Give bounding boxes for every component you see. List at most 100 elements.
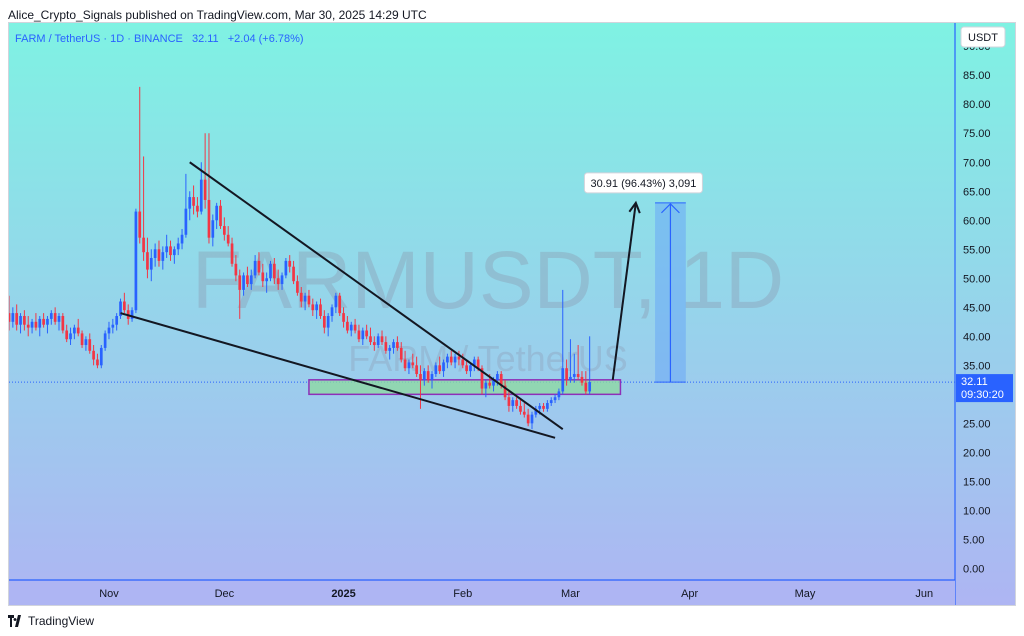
candle-body[interactable] bbox=[307, 295, 311, 305]
candle-body[interactable] bbox=[215, 205, 219, 221]
candle-body[interactable] bbox=[449, 356, 453, 363]
candle-body[interactable] bbox=[303, 295, 307, 302]
candle-body[interactable] bbox=[553, 397, 557, 401]
candle-body[interactable] bbox=[376, 336, 380, 346]
candle-body[interactable] bbox=[169, 246, 172, 256]
candle-body[interactable] bbox=[19, 316, 22, 325]
candle-body[interactable] bbox=[173, 249, 176, 256]
price-scale[interactable] bbox=[955, 23, 1015, 605]
candle-body[interactable] bbox=[69, 333, 72, 340]
candle-body[interactable] bbox=[265, 278, 268, 282]
candle-body[interactable] bbox=[380, 336, 384, 343]
candle-body[interactable] bbox=[422, 371, 426, 380]
candle-body[interactable] bbox=[130, 310, 134, 319]
candle-body[interactable] bbox=[119, 301, 122, 317]
candle-body[interactable] bbox=[134, 211, 138, 311]
candle-body[interactable] bbox=[430, 374, 434, 380]
candle-body[interactable] bbox=[526, 414, 530, 424]
candle-body[interactable] bbox=[588, 382, 592, 392]
candle-body[interactable] bbox=[438, 365, 442, 372]
candle-body[interactable] bbox=[419, 374, 422, 380]
candle-body[interactable] bbox=[192, 197, 195, 206]
candle-body[interactable] bbox=[426, 371, 430, 380]
candle-body[interactable] bbox=[234, 263, 238, 276]
candle-body[interactable] bbox=[453, 356, 457, 363]
candle-body[interactable] bbox=[357, 330, 361, 340]
candle-body[interactable] bbox=[496, 374, 499, 380]
candle-body[interactable] bbox=[392, 342, 395, 348]
candle-body[interactable] bbox=[322, 316, 326, 328]
candle-body[interactable] bbox=[311, 304, 315, 311]
candle-body[interactable] bbox=[457, 356, 461, 360]
candle-body[interactable] bbox=[88, 339, 92, 351]
candle-body[interactable] bbox=[584, 382, 588, 392]
candle-body[interactable] bbox=[238, 275, 242, 290]
candle-body[interactable] bbox=[522, 411, 526, 415]
candle-body[interactable] bbox=[476, 359, 480, 369]
chart-area[interactable]: FARMUSDT, 1D FARM / TetherUS 30.91 (96.43… bbox=[8, 22, 1016, 606]
candle-body[interactable] bbox=[319, 304, 322, 317]
candle-body[interactable] bbox=[557, 391, 561, 398]
candle-body[interactable] bbox=[272, 263, 276, 279]
candle-body[interactable] bbox=[211, 220, 215, 238]
candle-body[interactable] bbox=[184, 208, 188, 235]
candle-body[interactable] bbox=[161, 252, 165, 261]
candle-body[interactable] bbox=[549, 400, 553, 404]
candle-body[interactable] bbox=[465, 365, 468, 372]
candle-body[interactable] bbox=[292, 266, 295, 282]
candle-body[interactable] bbox=[73, 327, 76, 334]
upper-trendline[interactable] bbox=[189, 161, 564, 430]
candle-body[interactable] bbox=[138, 211, 142, 238]
candle-body[interactable] bbox=[38, 318, 42, 328]
candle-body[interactable] bbox=[180, 234, 184, 244]
candle-body[interactable] bbox=[246, 275, 249, 285]
candle-body[interactable] bbox=[353, 324, 357, 331]
candle-body[interactable] bbox=[349, 324, 353, 331]
candle-body[interactable] bbox=[546, 403, 549, 409]
candle-body[interactable] bbox=[542, 405, 545, 409]
candle-body[interactable] bbox=[230, 243, 234, 264]
last-price-badge[interactable] bbox=[956, 374, 1013, 403]
candle-body[interactable] bbox=[149, 257, 153, 270]
candle-body[interactable] bbox=[296, 281, 299, 293]
candle-body[interactable] bbox=[480, 368, 484, 389]
candle-body[interactable] bbox=[15, 313, 19, 325]
candle-body[interactable] bbox=[115, 316, 119, 325]
candle-body[interactable] bbox=[49, 313, 53, 319]
candle-body[interactable] bbox=[538, 405, 542, 409]
candle-body[interactable] bbox=[203, 179, 207, 200]
candle-body[interactable] bbox=[399, 347, 403, 360]
candle-body[interactable] bbox=[26, 324, 30, 328]
candle-body[interactable] bbox=[46, 318, 49, 325]
candle-body[interactable] bbox=[107, 327, 111, 334]
candle-body[interactable] bbox=[561, 368, 565, 392]
candle-body[interactable] bbox=[153, 249, 157, 258]
candle-body[interactable] bbox=[580, 376, 584, 383]
candle-body[interactable] bbox=[123, 301, 126, 311]
candle-body[interactable] bbox=[446, 356, 449, 363]
candle-body[interactable] bbox=[519, 405, 522, 412]
candle-body[interactable] bbox=[226, 234, 230, 244]
candle-body[interactable] bbox=[403, 359, 407, 369]
candle-body[interactable] bbox=[176, 243, 180, 250]
candle-body[interactable] bbox=[199, 179, 203, 212]
candle-body[interactable] bbox=[469, 365, 472, 372]
candle-body[interactable] bbox=[269, 263, 272, 279]
candle-body[interactable] bbox=[165, 246, 169, 253]
candle-body[interactable] bbox=[280, 275, 284, 285]
candle-body[interactable] bbox=[342, 313, 345, 322]
candle-body[interactable] bbox=[196, 205, 199, 212]
candle-body[interactable] bbox=[142, 237, 145, 253]
candle-body[interactable] bbox=[361, 330, 365, 340]
candle-body[interactable] bbox=[534, 408, 538, 415]
candle-body[interactable] bbox=[223, 226, 226, 235]
candle-body[interactable] bbox=[257, 260, 261, 273]
candle-body[interactable] bbox=[576, 374, 580, 377]
candle-body[interactable] bbox=[461, 359, 465, 366]
candle-body[interactable] bbox=[565, 368, 568, 380]
candle-body[interactable] bbox=[42, 318, 45, 325]
candle-body[interactable] bbox=[315, 304, 318, 311]
candle-body[interactable] bbox=[23, 316, 26, 325]
candle-body[interactable] bbox=[9, 313, 11, 322]
candle-body[interactable] bbox=[499, 374, 503, 386]
